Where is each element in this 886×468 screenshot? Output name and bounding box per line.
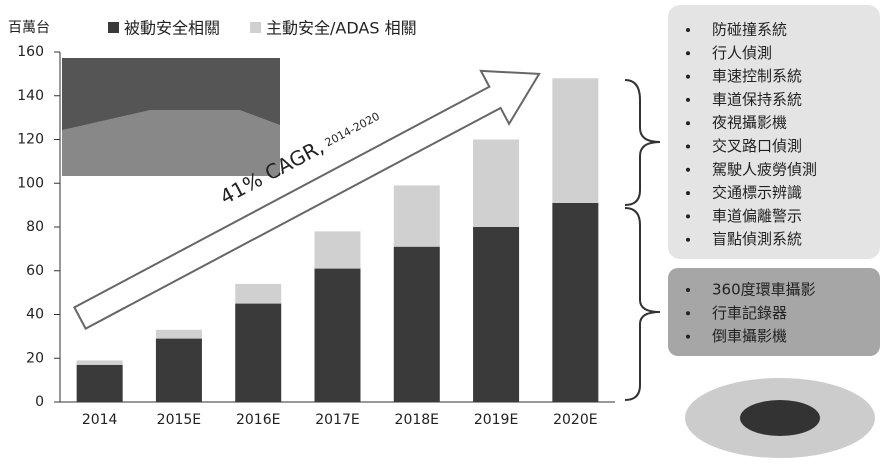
bullet [686,168,690,172]
bullet [686,311,690,315]
y-tick-label: 140 [17,88,44,104]
x-tick-label: 2016E [236,412,280,428]
bar-segment [77,360,123,364]
y-tick-label: 100 [17,175,44,191]
y-tick-label: 20 [26,350,44,366]
y-tick-label: 80 [26,219,44,235]
bullet [686,51,690,55]
legend-label: 被動安全相關 [124,19,220,38]
legend-swatch [250,22,261,33]
bracket [625,80,660,205]
bar-segment [315,269,361,402]
bar-segment [394,185,440,246]
feature-item: 360度環車攝影 [712,281,816,299]
feature-item: 防碰撞系統 [712,21,787,39]
bullet [686,288,690,292]
feature-item: 夜視攝影機 [712,114,787,132]
feature-item: 盲點偵測系統 [712,230,802,248]
bar-segment [473,227,519,402]
bar-segment [235,284,281,304]
feature-item: 交通標示辨識 [712,184,802,202]
bullet [686,75,690,79]
bar-segment [77,365,123,402]
page: {"chart_data": {"type": "stacked-bar", "… [0,0,886,468]
y-tick-label: 160 [17,44,44,60]
bar-segment [235,304,281,402]
feature-item: 倒車攝影機 [712,327,787,345]
bullet [686,214,690,218]
chart: 百萬台 0 20 40 60 80 100 120 140 160 被動安全相關 主動安全/ADAS… [0,0,886,464]
x-tick-label: 2017E [315,412,359,428]
bracket [625,208,660,400]
bar-segment [552,203,598,402]
bullet [686,238,690,242]
feature-item: 車道偏離警示 [712,207,802,225]
legend-swatch [108,22,119,33]
x-tick-label: 2014 [82,412,118,428]
bar-segment [552,78,598,203]
bullet [686,191,690,195]
bar-segment [156,339,202,402]
feature-item: 駕駛人疲勞偵測 [712,160,817,178]
bullet [686,145,690,149]
bar-segment [394,247,440,402]
y-tick-label: 0 [35,394,44,410]
feature-item: 車速控制系統 [712,67,802,85]
y-tick-label: 120 [17,132,44,148]
x-tick-label: 2019E [474,412,518,428]
bullet [686,98,690,102]
feature-item: 車道保持系統 [712,90,802,108]
bullet [686,121,690,125]
cagr-period: 2014-2020 [323,110,382,150]
feature-item: 行車記錄器 [712,304,787,322]
y-tick-label: 40 [26,307,44,323]
x-tick-label: 2020E [553,412,597,428]
legend-label: 主動安全/ADAS 相關 [266,19,417,38]
bar-segment [315,231,361,268]
bar-segment [473,140,519,228]
y-tick-label: 60 [26,263,44,279]
feature-item: 行人偵測 [712,44,772,62]
bullet [686,28,690,32]
feature-item: 交叉路口偵測 [712,137,802,155]
bar-segment [156,330,202,339]
y-axis-unit: 百萬台 [8,20,50,36]
bullet [686,335,690,339]
x-tick-label: 2015E [157,412,201,428]
x-tick-label: 2018E [395,412,439,428]
car-icon [740,400,820,436]
